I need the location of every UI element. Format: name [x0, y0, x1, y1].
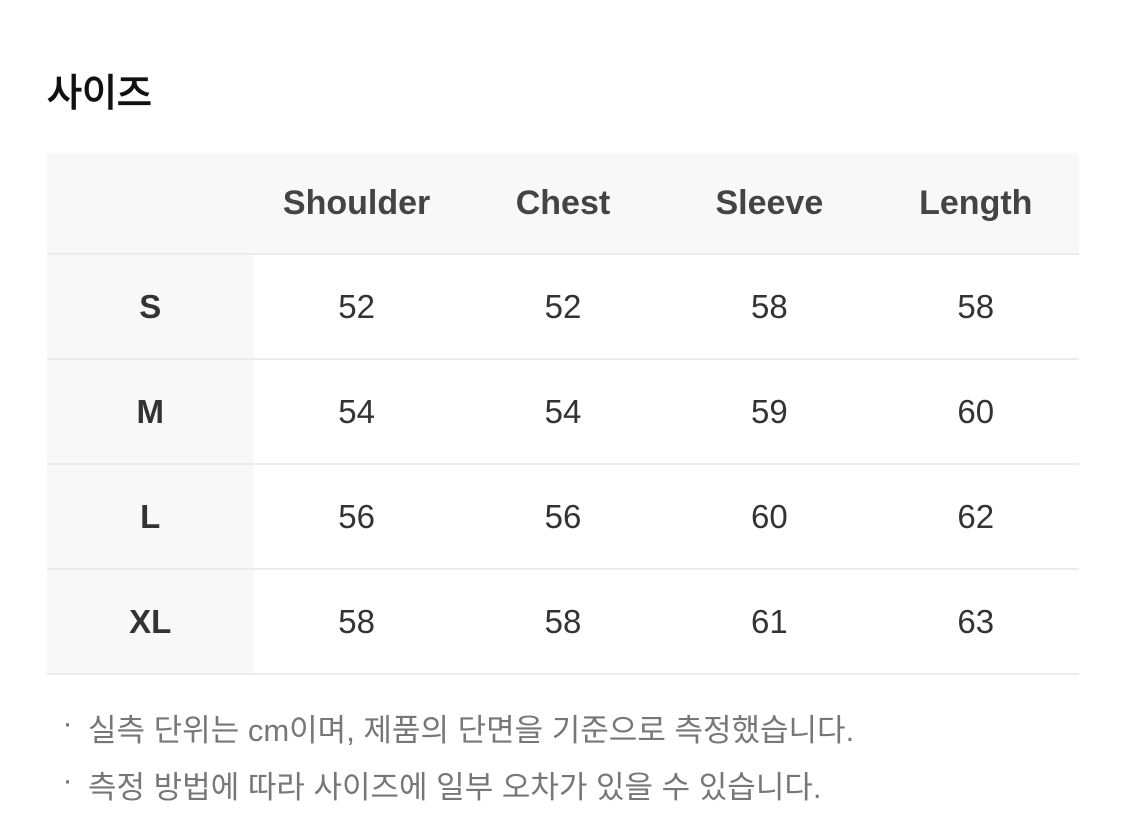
column-header-sleeve: Sleeve — [666, 153, 873, 255]
column-header-shoulder: Shoulder — [253, 153, 460, 255]
page-title: 사이즈 — [47, 73, 152, 115]
table-cell: 60 — [666, 464, 873, 570]
table-cell: 61 — [666, 569, 873, 675]
table-row: L 56 56 60 62 — [47, 464, 1079, 570]
size-table: Shoulder Chest Sleeve Length S 52 52 58 … — [47, 153, 1079, 675]
table-cell: 56 — [459, 464, 667, 570]
column-header-chest: Chest — [459, 153, 667, 255]
table-cell: 56 — [253, 464, 460, 570]
table-cell: 54 — [253, 359, 460, 465]
table-row: S 52 52 58 58 — [47, 254, 1079, 360]
column-header-length: Length — [872, 153, 1079, 255]
size-label: XL — [47, 569, 254, 675]
table-header-row: Shoulder Chest Sleeve Length — [47, 153, 1079, 255]
size-label: M — [47, 359, 254, 465]
table-cell: 59 — [666, 359, 873, 465]
table-cell: 52 — [459, 254, 667, 360]
size-label: S — [47, 254, 254, 360]
table-row: M 54 54 59 60 — [47, 359, 1079, 465]
bullet-icon: · — [62, 762, 73, 797]
table-cell: 58 — [872, 254, 1079, 360]
note-item: · 실측 단위는 cm이며, 제품의 단면을 기준으로 측정했습니다. — [47, 705, 854, 762]
notes-list: · 실측 단위는 cm이며, 제품의 단면을 기준으로 측정했습니다. · 측정… — [47, 705, 854, 819]
bullet-icon: · — [62, 705, 73, 740]
table-cell: 63 — [872, 569, 1079, 675]
table-cell: 62 — [872, 464, 1079, 570]
note-item: · 측정 방법에 따라 사이즈에 일부 오차가 있을 수 있습니다. — [47, 762, 854, 819]
note-text: 측정 방법에 따라 사이즈에 일부 오차가 있을 수 있습니다. — [88, 770, 822, 805]
note-text: 실측 단위는 cm이며, 제품의 단면을 기준으로 측정했습니다. — [88, 713, 855, 748]
table-cell: 60 — [872, 359, 1079, 465]
table-cell: 58 — [253, 569, 460, 675]
table-row: XL 58 58 61 63 — [47, 569, 1079, 675]
table-cell: 58 — [666, 254, 873, 360]
table-cell: 54 — [459, 359, 667, 465]
table-cell: 58 — [459, 569, 667, 675]
size-label: L — [47, 464, 254, 570]
table-cell: 52 — [253, 254, 460, 360]
column-header — [47, 153, 254, 255]
